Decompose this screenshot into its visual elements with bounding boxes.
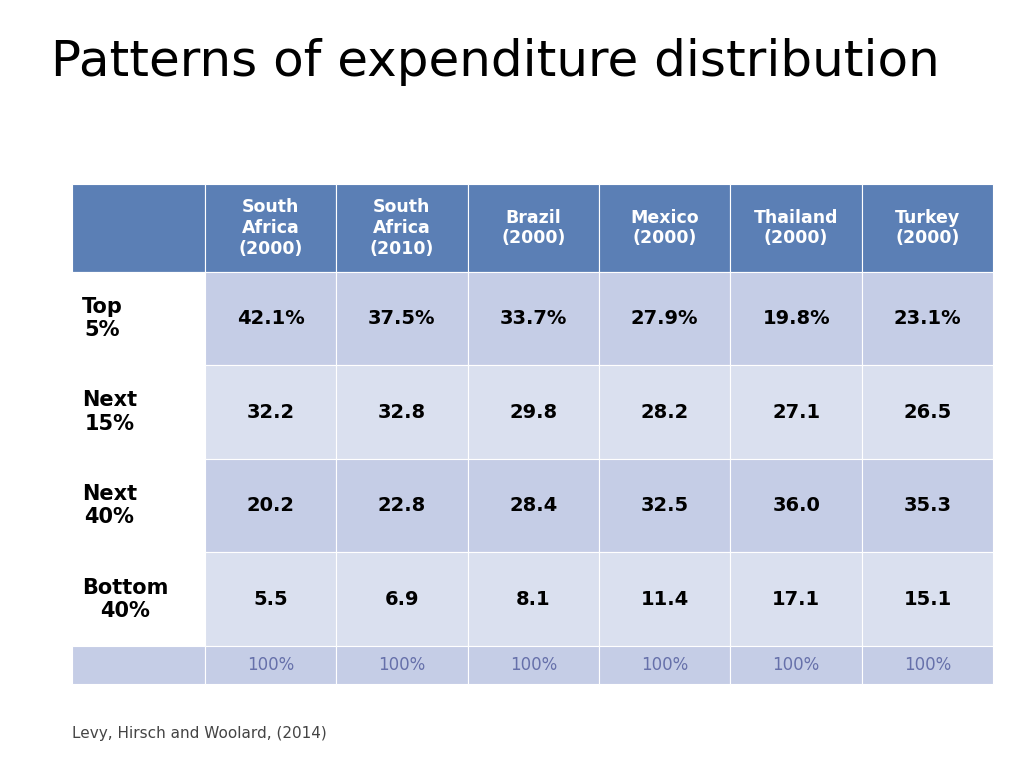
FancyBboxPatch shape [72, 366, 205, 459]
FancyBboxPatch shape [730, 459, 862, 552]
Text: 8.1: 8.1 [516, 590, 551, 609]
FancyBboxPatch shape [599, 366, 730, 459]
FancyBboxPatch shape [599, 184, 730, 272]
FancyBboxPatch shape [730, 552, 862, 646]
Text: 20.2: 20.2 [247, 496, 295, 515]
Text: Mexico
(2000): Mexico (2000) [631, 209, 699, 247]
Text: 37.5%: 37.5% [369, 309, 435, 328]
Text: 33.7%: 33.7% [500, 309, 567, 328]
Text: 100%: 100% [641, 656, 688, 674]
Text: 36.0: 36.0 [772, 496, 820, 515]
Text: Bottom
40%: Bottom 40% [82, 578, 168, 621]
Text: 17.1: 17.1 [772, 590, 820, 609]
FancyBboxPatch shape [468, 552, 599, 646]
Text: 100%: 100% [510, 656, 557, 674]
Text: 5.5: 5.5 [253, 590, 288, 609]
FancyBboxPatch shape [468, 184, 599, 272]
Text: South
Africa
(2000): South Africa (2000) [239, 198, 303, 258]
FancyBboxPatch shape [730, 272, 862, 366]
FancyBboxPatch shape [205, 552, 336, 646]
FancyBboxPatch shape [72, 184, 205, 272]
FancyBboxPatch shape [862, 366, 993, 459]
FancyBboxPatch shape [72, 459, 205, 552]
Text: 100%: 100% [247, 656, 294, 674]
Text: 42.1%: 42.1% [237, 309, 304, 328]
Text: 35.3: 35.3 [903, 496, 951, 515]
FancyBboxPatch shape [336, 459, 468, 552]
Text: Levy, Hirsch and Woolard, (2014): Levy, Hirsch and Woolard, (2014) [72, 726, 327, 741]
FancyBboxPatch shape [599, 272, 730, 366]
Text: 100%: 100% [378, 656, 426, 674]
Text: Turkey
(2000): Turkey (2000) [895, 209, 961, 247]
FancyBboxPatch shape [862, 272, 993, 366]
FancyBboxPatch shape [862, 184, 993, 272]
Text: 32.2: 32.2 [247, 402, 295, 422]
FancyBboxPatch shape [862, 552, 993, 646]
FancyBboxPatch shape [336, 646, 468, 684]
FancyBboxPatch shape [205, 184, 336, 272]
FancyBboxPatch shape [336, 272, 468, 366]
Text: 11.4: 11.4 [641, 590, 689, 609]
Text: 27.1: 27.1 [772, 402, 820, 422]
FancyBboxPatch shape [599, 552, 730, 646]
Text: Patterns of expenditure distribution: Patterns of expenditure distribution [51, 38, 940, 87]
Text: 28.4: 28.4 [509, 496, 557, 515]
Text: Next
15%: Next 15% [82, 390, 137, 434]
FancyBboxPatch shape [730, 366, 862, 459]
Text: South
Africa
(2010): South Africa (2010) [370, 198, 434, 258]
Text: 100%: 100% [904, 656, 951, 674]
Text: 32.8: 32.8 [378, 402, 426, 422]
Text: 27.9%: 27.9% [631, 309, 698, 328]
FancyBboxPatch shape [336, 184, 468, 272]
FancyBboxPatch shape [468, 366, 599, 459]
Text: 26.5: 26.5 [903, 402, 951, 422]
FancyBboxPatch shape [72, 646, 205, 684]
FancyBboxPatch shape [468, 459, 599, 552]
FancyBboxPatch shape [862, 646, 993, 684]
FancyBboxPatch shape [599, 646, 730, 684]
FancyBboxPatch shape [72, 552, 205, 646]
Text: 6.9: 6.9 [385, 590, 419, 609]
Text: 28.2: 28.2 [641, 402, 689, 422]
Text: 15.1: 15.1 [903, 590, 951, 609]
FancyBboxPatch shape [205, 272, 336, 366]
FancyBboxPatch shape [730, 646, 862, 684]
Text: Top
5%: Top 5% [82, 297, 123, 340]
Text: 29.8: 29.8 [509, 402, 557, 422]
FancyBboxPatch shape [862, 459, 993, 552]
FancyBboxPatch shape [72, 272, 205, 366]
Text: 22.8: 22.8 [378, 496, 426, 515]
Text: 32.5: 32.5 [641, 496, 689, 515]
FancyBboxPatch shape [336, 366, 468, 459]
FancyBboxPatch shape [205, 646, 336, 684]
Text: Thailand
(2000): Thailand (2000) [754, 209, 839, 247]
Text: 23.1%: 23.1% [894, 309, 962, 328]
FancyBboxPatch shape [468, 272, 599, 366]
FancyBboxPatch shape [205, 366, 336, 459]
FancyBboxPatch shape [599, 459, 730, 552]
FancyBboxPatch shape [205, 459, 336, 552]
Text: 100%: 100% [772, 656, 820, 674]
FancyBboxPatch shape [336, 552, 468, 646]
Text: Brazil
(2000): Brazil (2000) [501, 209, 565, 247]
Text: Next
40%: Next 40% [82, 484, 137, 528]
Text: 19.8%: 19.8% [762, 309, 830, 328]
FancyBboxPatch shape [468, 646, 599, 684]
FancyBboxPatch shape [730, 184, 862, 272]
